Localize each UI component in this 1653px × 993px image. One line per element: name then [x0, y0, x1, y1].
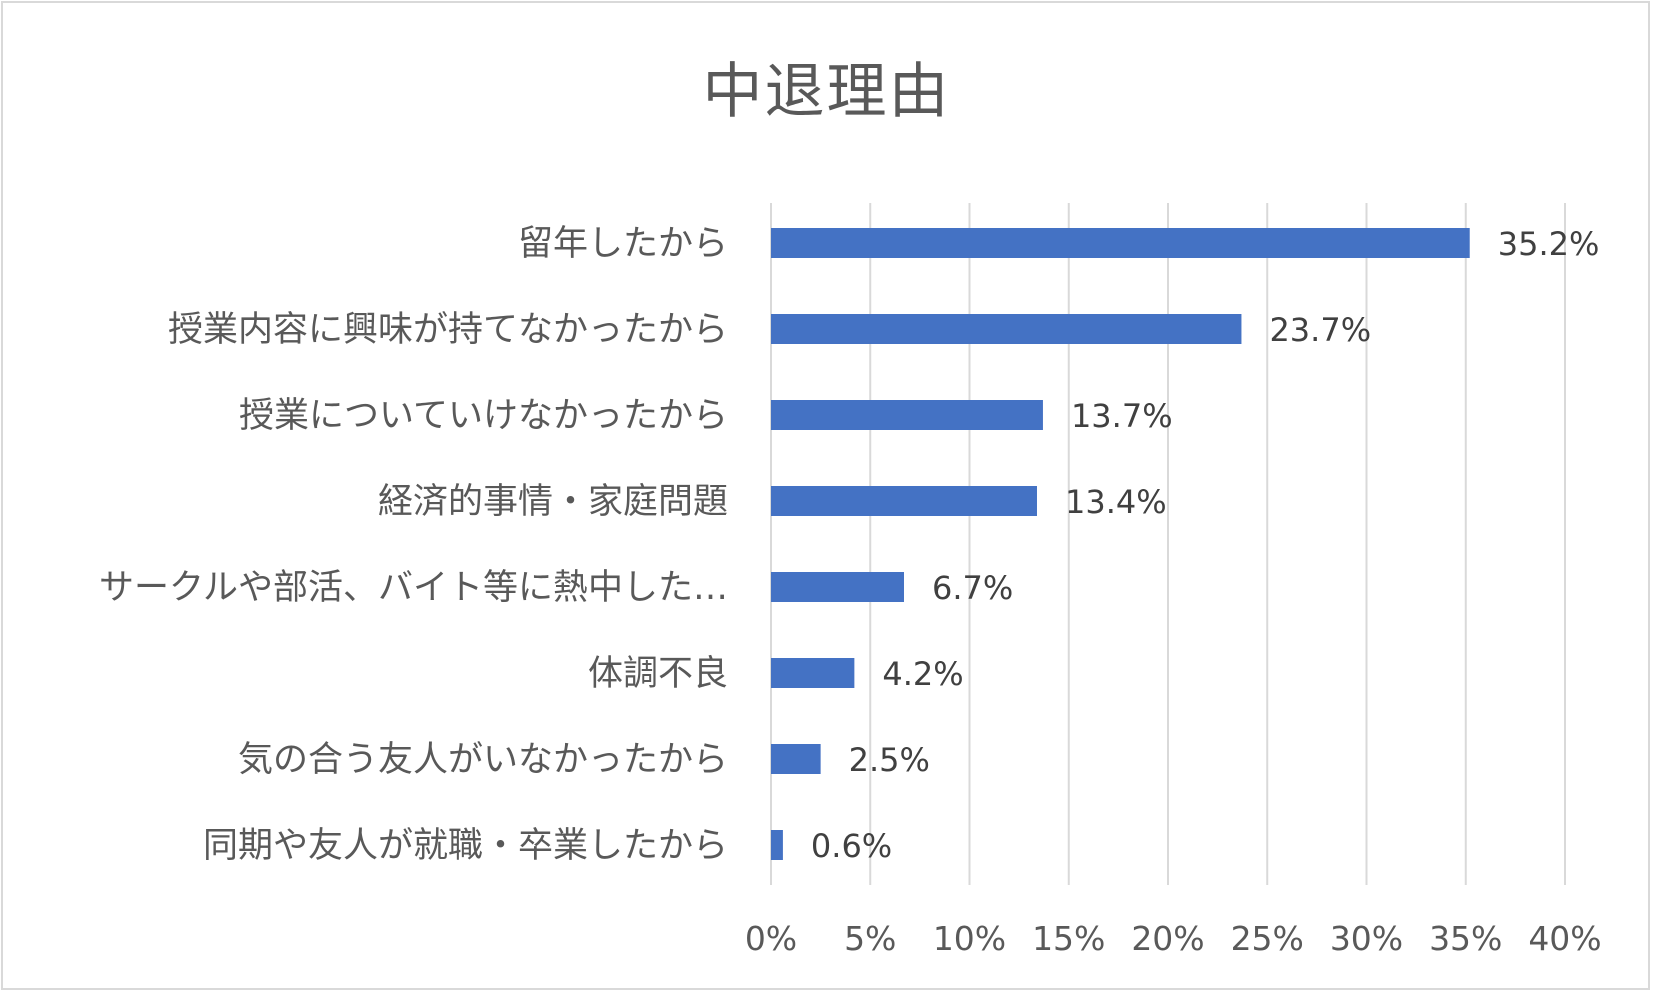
category-label: 気の合う友人がいなかったから [238, 740, 728, 780]
data-label: 4.2% [882, 655, 963, 693]
data-label: 13.4% [1065, 483, 1167, 521]
bar-6 [771, 744, 821, 774]
gridlines [770, 203, 1566, 885]
x-tick-label: 30% [1330, 919, 1403, 958]
bar-3 [771, 486, 1037, 516]
x-tick-label: 0% [745, 919, 797, 958]
category-label: 授業についていけなかったから [239, 396, 728, 436]
x-tick-label: 10% [933, 919, 1006, 958]
bar-7 [771, 830, 783, 860]
value-labels: 35.2% 23.7% 13.7% 13.4% 6.7% 4.2% 2.5% 0.6% [811, 225, 1599, 865]
bar-4 [771, 572, 904, 602]
data-label: 0.6% [811, 827, 892, 865]
x-tick-label: 40% [1528, 919, 1601, 958]
bar-1 [771, 314, 1242, 344]
category-label: 授業内容に興味が持てなかったから [168, 310, 728, 350]
x-tick-label: 25% [1231, 919, 1304, 958]
category-label: 経済的事情・家庭問題 [378, 482, 728, 522]
category-label: 体調不良 [588, 654, 728, 694]
x-axis-tick-labels: 0% 5% 10% 15% 20% 25% 30% 35% 40% [745, 919, 1602, 958]
data-label: 6.7% [932, 569, 1013, 607]
bar-5 [771, 658, 855, 688]
x-tick-label: 5% [844, 919, 896, 958]
category-label: 同期や友人が就職・卒業したから [203, 826, 728, 866]
chart-title: 中退理由 [702, 57, 951, 127]
x-tick-label: 15% [1032, 919, 1105, 958]
bar-0 [771, 228, 1470, 258]
category-label: サークルや部活、バイト等に熱中した… [99, 568, 728, 608]
data-label: 23.7% [1269, 311, 1371, 349]
category-labels: 留年したから授業内容に興味が持てなかったから授業についていけなかったから経済的事… [99, 224, 728, 866]
data-label: 13.7% [1071, 397, 1173, 435]
x-tick-label: 35% [1429, 919, 1502, 958]
x-tick-label: 20% [1131, 919, 1204, 958]
bar-2 [771, 400, 1043, 430]
data-label: 2.5% [849, 741, 930, 779]
data-label: 35.2% [1498, 225, 1600, 263]
category-label: 留年したから [518, 224, 728, 264]
bars [771, 228, 1470, 860]
